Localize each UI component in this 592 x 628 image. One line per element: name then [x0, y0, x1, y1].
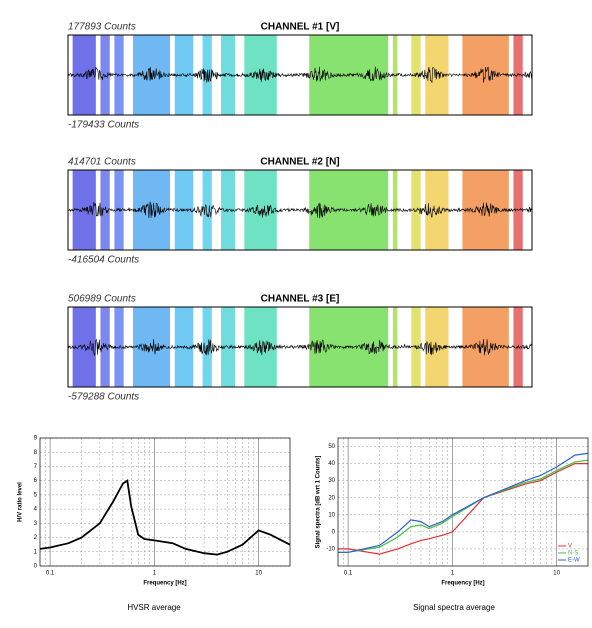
data-line	[39, 479, 291, 556]
waveform	[67, 66, 533, 83]
y-tick-label: 30	[328, 478, 335, 484]
channel-title: CHANNEL #3 [E]	[261, 294, 340, 305]
y-tick-label: 20	[328, 495, 335, 501]
x-axis-label: Frequency [Hz]	[143, 581, 186, 587]
legend-label: N-S	[568, 551, 578, 557]
panel-frame	[67, 306, 533, 388]
y-tick-label: 7	[34, 464, 38, 470]
y-tick-label: 10	[328, 512, 335, 518]
window-band	[425, 307, 449, 387]
panel-frame	[67, 169, 533, 251]
window-band	[411, 170, 421, 250]
y-axis-label: H/V ratio level	[18, 482, 24, 522]
x-tick-label: 1	[451, 571, 455, 577]
plot-frame	[337, 437, 589, 567]
y-tick-label: 5	[34, 492, 38, 498]
window-band	[392, 35, 398, 115]
window-band	[202, 170, 212, 250]
window-band	[513, 35, 523, 115]
amplitude-max: 177893 Counts	[68, 22, 136, 33]
window-band	[114, 307, 124, 387]
plot-frame	[39, 437, 291, 567]
chart-caption: HVSR average	[127, 603, 181, 612]
amplitude-min: -579288 Counts	[68, 392, 139, 403]
window-band	[100, 35, 110, 115]
amplitude-max: 506989 Counts	[68, 294, 136, 305]
y-tick-label: 4	[34, 507, 38, 513]
amplitude-min: -179433 Counts	[68, 120, 139, 131]
y-tick-label: 0	[332, 529, 336, 535]
x-tick-label: 0.1	[344, 571, 353, 577]
x-tick-label: 0.1	[46, 571, 55, 577]
x-tick-label: 10	[553, 571, 560, 577]
x-axis-label: Frequency [Hz]	[441, 581, 484, 587]
y-tick-label: 9	[34, 436, 38, 442]
panel-frame	[67, 34, 533, 116]
channel-title: CHANNEL #1 [V]	[261, 22, 340, 33]
y-tick-label: -10	[326, 547, 335, 553]
y-tick-label: 8	[34, 450, 38, 456]
y-tick-label: 40	[328, 461, 335, 467]
chart-caption: Signal spectra average	[413, 603, 495, 612]
x-tick-label: 10	[255, 571, 262, 577]
y-axis-label: Signal spectra [dB wrt 1 Counts]	[316, 456, 322, 549]
y-tick-label: 0	[34, 564, 38, 570]
amplitude-max: 414701 Counts	[68, 157, 136, 168]
data-line	[338, 463, 588, 555]
waveform	[67, 338, 533, 356]
window-band	[100, 170, 110, 250]
y-tick-label: 1	[34, 549, 38, 555]
data-line	[338, 452, 589, 553]
data-line	[338, 459, 589, 553]
legend-label: V	[568, 544, 572, 550]
y-tick-label: 2	[34, 535, 38, 541]
y-tick-label: 6	[34, 478, 38, 484]
channel-title: CHANNEL #2 [N]	[260, 157, 339, 168]
legend-label: E-W	[568, 558, 580, 564]
amplitude-min: -416504 Counts	[68, 255, 139, 266]
y-tick-label: 3	[34, 521, 38, 527]
waveform	[67, 201, 533, 219]
x-tick-label: 1	[153, 571, 157, 577]
y-tick-label: 50	[328, 444, 335, 450]
